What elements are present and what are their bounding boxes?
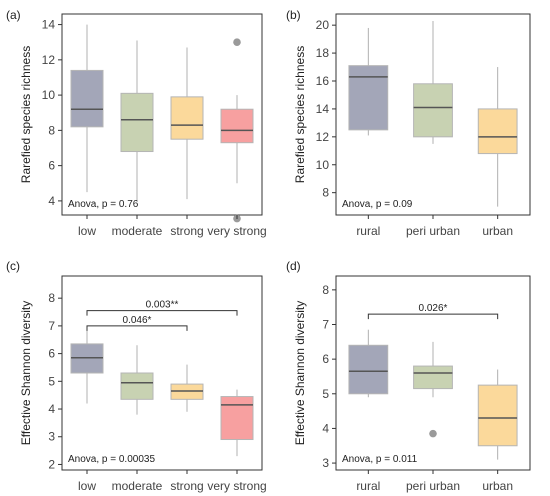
box-low (70, 328, 104, 404)
box-iqr (120, 92, 154, 153)
x-tick-label: strong (170, 479, 203, 493)
outlier-point (233, 38, 241, 47)
y-tick-label: 18 (316, 46, 330, 60)
y-tick-label: 4 (322, 421, 329, 435)
y-tick-label: 10 (42, 88, 56, 102)
box-very-strong (220, 389, 254, 457)
box-very-strong (220, 38, 254, 223)
y-tick-label: 5 (48, 374, 55, 388)
box-iqr (477, 384, 518, 447)
box-iqr (477, 108, 518, 155)
box-iqr (220, 396, 254, 441)
significance-label: 0.026* (419, 303, 448, 314)
anova-annotation: Anova, p = 0.76 (68, 199, 139, 210)
box-low (70, 24, 104, 193)
box-iqr (348, 65, 389, 131)
y-tick-label: 8 (322, 283, 329, 297)
y-tick-label: 8 (48, 123, 55, 137)
y-tick-label: 5 (322, 387, 329, 401)
box-iqr (413, 365, 453, 390)
y-tick-label: 3 (48, 430, 55, 444)
box-iqr (70, 69, 104, 128)
box-urban (477, 67, 518, 207)
plot-frame (61, 13, 263, 216)
y-tick-label: 14 (42, 18, 56, 32)
y-tick-label: 8 (322, 186, 329, 200)
box-moderate (120, 40, 154, 201)
box-rural (348, 329, 389, 398)
y-tick-label: 10 (316, 158, 330, 172)
y-axis-label: Effective Shannon diversity (19, 301, 33, 446)
significance-bracket (367, 313, 499, 320)
x-tick-label: urban (482, 479, 513, 493)
box-iqr (413, 83, 453, 138)
y-axis-label: Effective Shannon diversity (293, 301, 307, 446)
anova-annotation: Anova, p = 0.00035 (68, 454, 155, 465)
box-iqr (348, 344, 389, 395)
anova-annotation: Anova, p = 0.011 (342, 454, 418, 465)
x-tick-label: strong (170, 224, 203, 238)
y-tick-label: 6 (48, 159, 55, 173)
y-tick-label: 14 (316, 102, 330, 116)
box-rural (348, 27, 389, 136)
panel-label: (b) (286, 8, 301, 22)
panel-label: (d) (286, 259, 301, 273)
y-tick-label: 4 (48, 194, 55, 208)
panel-label: (c) (6, 259, 20, 273)
box-strong (170, 47, 204, 200)
panel-label: (a) (6, 8, 21, 22)
x-tick-label: very strong (207, 224, 266, 238)
box-peri-urban (413, 341, 453, 438)
box-moderate (120, 345, 154, 415)
y-axis-label: Rarefied species richness (293, 46, 307, 183)
box-iqr (120, 372, 154, 400)
x-tick-label: urban (482, 224, 513, 238)
y-tick-label: 2 (48, 457, 55, 471)
significance-bracket (86, 325, 188, 331)
y-tick-label: 6 (322, 352, 329, 366)
significance-label: 0.003** (146, 300, 179, 311)
y-tick-label: 4 (48, 402, 55, 416)
y-tick-label: 12 (316, 130, 330, 144)
significance-bracket (86, 310, 238, 316)
y-axis-label: Rarefied species richness (19, 46, 33, 183)
x-tick-label: peri urban (406, 479, 460, 493)
plot-frame (61, 275, 263, 471)
y-tick-label: 12 (42, 53, 56, 67)
panel-b: (b) 8 10 12 14 16 18 20 Rarefied species richnes… (286, 8, 531, 238)
y-tick-label: 20 (316, 18, 330, 32)
outlier-point (429, 429, 437, 438)
panel-c: (c) 2 3 4 5 6 7 8 Effective Shannon diversity low… (6, 259, 267, 493)
y-tick-label: 7 (48, 319, 55, 333)
box-iqr (220, 108, 254, 144)
box-urban (477, 369, 518, 460)
x-tick-label: very strong (207, 479, 266, 493)
y-tick-label: 6 (48, 347, 55, 361)
panel-a: (a) 4 6 8 10 12 14 Rarefied species richness low… (6, 8, 267, 238)
y-tick-label: 8 (48, 291, 55, 305)
box-iqr (170, 96, 204, 140)
box-strong (170, 364, 204, 412)
x-tick-label: low (78, 224, 96, 238)
x-tick-label: low (78, 479, 96, 493)
x-tick-label: peri urban (406, 224, 460, 238)
box-peri-urban (413, 20, 453, 144)
x-tick-label: rural (356, 479, 380, 493)
x-tick-label: moderate (112, 479, 163, 493)
anova-annotation: Anova, p = 0.09 (342, 199, 413, 210)
y-tick-label: 7 (322, 318, 329, 332)
significance-label: 0.046* (123, 315, 152, 326)
y-tick-label: 16 (316, 74, 330, 88)
panel-d: (d) 3 4 5 6 7 8 Effective Shannon diversity rura… (286, 259, 531, 493)
y-tick-label: 3 (322, 456, 329, 470)
x-tick-label: rural (356, 224, 380, 238)
x-tick-label: moderate (112, 224, 163, 238)
